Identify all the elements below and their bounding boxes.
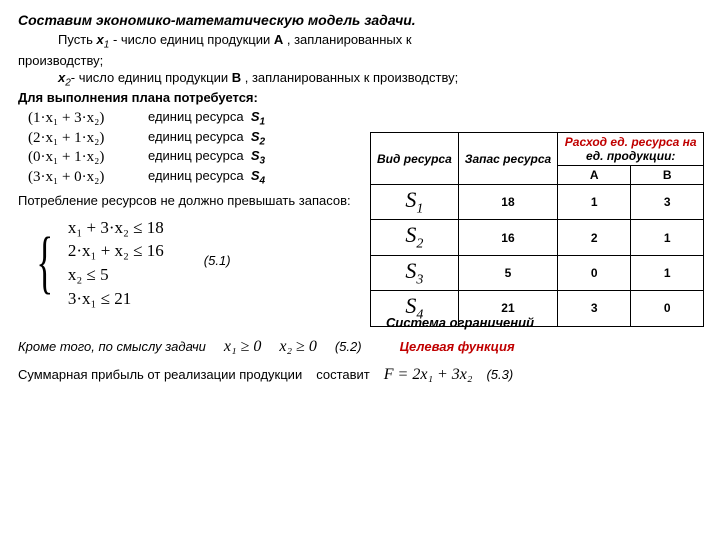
resource-table: Вид ресурса Запас ресурса Расход ед. рес…: [370, 132, 704, 327]
intro-line-1: Пусть x1 - число единиц продукции А , за…: [18, 32, 702, 51]
eq-number-51: (5.1): [204, 253, 231, 268]
page-title: Составим экономико-математическую модель…: [18, 12, 702, 28]
intro-line-3: Для выполнения плана потребуется:: [18, 90, 702, 105]
nonneg-line: Кроме того, по смыслу задачи x₁ ≥ 0 x₂ ≥…: [18, 338, 702, 356]
profit-line: Суммарная прибыль от реализации продукци…: [18, 366, 702, 384]
constraints-system: { x₁ + 3·x₂ ≤ 18 2·x₁ + x₂ ≤ 16 x₂ ≤ 5 3…: [28, 216, 164, 311]
resource-row: (1·x₁ + 3·x₂) единиц ресурса S1: [28, 109, 702, 128]
intro-line-2: x2- число единиц продукции В , запланиро…: [18, 70, 702, 89]
intro-line-1b: производству;: [18, 53, 702, 68]
